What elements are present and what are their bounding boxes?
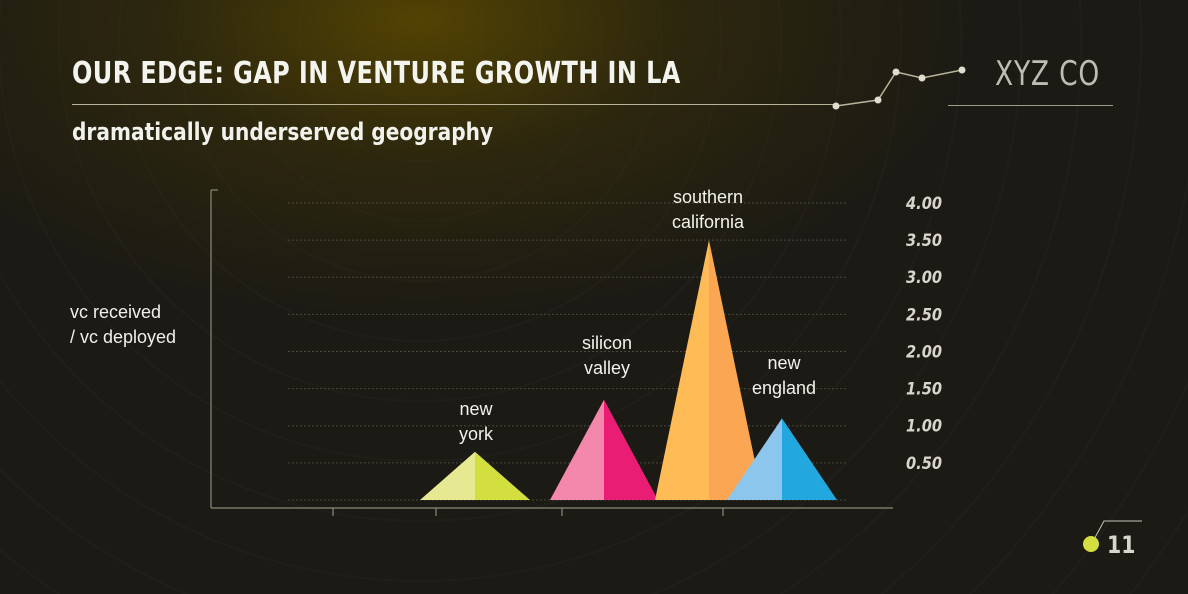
y-tick-label: 2.50 — [906, 304, 942, 324]
triangle-left-face — [550, 399, 604, 500]
series-label: england — [752, 378, 816, 398]
triangle-left-face — [420, 451, 475, 500]
series-label: southern — [673, 187, 743, 207]
company-name: XYZ CO — [995, 54, 1101, 94]
triangle-right-face — [709, 240, 763, 500]
slide-subtitle: dramatically underserved geography — [72, 118, 494, 146]
y-tick-label: 1.50 — [906, 379, 942, 399]
triangle-left-face — [727, 418, 782, 500]
y-axis-label: vc received / vc deployed — [70, 300, 176, 350]
y-tick-label: 3.50 — [906, 230, 942, 250]
y-tick-label: 1.00 — [906, 416, 942, 436]
y-tick-label: 2.00 — [906, 341, 942, 361]
series-label: york — [459, 424, 494, 444]
triangle-left-face — [655, 240, 709, 500]
company-divider — [948, 105, 1113, 106]
y-tick-label: 0.50 — [906, 453, 942, 473]
page-number: 11 — [1107, 531, 1136, 559]
triangle-right-face — [604, 399, 658, 500]
y-tick-label: 3.00 — [906, 267, 942, 287]
y-axis-label-line-1: vc received — [70, 302, 162, 322]
page-marker-icon — [1083, 520, 1142, 552]
series-label: silicon — [582, 333, 632, 353]
title-divider — [72, 104, 838, 105]
company-logo-line-icon — [832, 66, 966, 110]
series-label: new — [459, 399, 493, 419]
series-label: california — [672, 212, 745, 232]
series-label: new — [767, 353, 801, 373]
triangle-right-face — [475, 451, 530, 500]
slide-title: OUR EDGE: GAP IN VENTURE GROWTH IN LA — [72, 56, 681, 91]
y-tick-label: 4.00 — [905, 193, 942, 213]
y-axis-label-line-2: / vc deployed — [70, 327, 177, 347]
series-label: valley — [584, 358, 630, 378]
triangle-right-face — [782, 418, 837, 500]
